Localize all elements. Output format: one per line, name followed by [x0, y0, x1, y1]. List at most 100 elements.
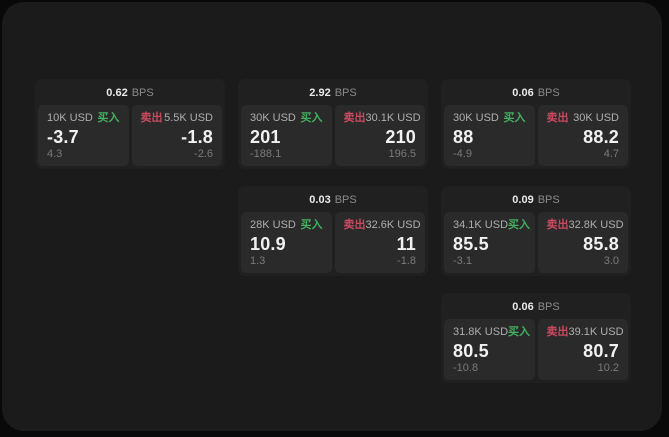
buy-delta: 1.3: [250, 255, 266, 267]
sell-header-row: 卖出 39.1K USD: [546, 326, 624, 338]
bps-unit-label: BPS: [131, 87, 154, 99]
buy-delta: -3.1: [453, 255, 472, 267]
buy-amount: 10K USD: [47, 112, 93, 124]
sell-amount: 5.5K USD: [164, 112, 213, 124]
quote-body: 30K USD 买入 201 -188.1 卖出 30.1K USD 210 1…: [241, 105, 425, 166]
buy-side-label: 买入: [300, 112, 323, 124]
buy-price: 85.5: [453, 234, 489, 254]
sell-delta: -2.6: [194, 148, 213, 160]
quotes-grid: 0.62 BPS 10K USD 买入 -3.7 4.3 卖出 5.5K USD: [35, 79, 631, 383]
quote-body: 34.1K USD 买入 85.5 -3.1 卖出 32.8K USD 85.8…: [444, 212, 628, 273]
buy-price: 88: [453, 127, 474, 147]
sell-delta: 3.0: [603, 255, 619, 267]
buy-amount: 30K USD: [453, 112, 499, 124]
buy-amount: 31.8K USD: [453, 326, 509, 338]
quote-card: 0.03 BPS 28K USD 买入 10.9 1.3 卖出 32.6K US…: [238, 186, 428, 276]
sell-quote-panel[interactable]: 卖出 30K USD 88.2 4.7: [537, 105, 628, 166]
sell-delta: 4.7: [603, 148, 619, 160]
buy-header-row: 30K USD 买入: [250, 112, 323, 124]
bps-unit-label: BPS: [537, 87, 560, 99]
bps-unit-label: BPS: [334, 87, 357, 99]
sell-header-row: 卖出 32.6K USD: [343, 219, 421, 231]
sell-price: 210: [385, 127, 416, 147]
buy-delta: -10.8: [453, 362, 479, 374]
sell-header-row: 卖出 30.1K USD: [343, 112, 421, 124]
spread-value: 0.03: [309, 194, 331, 206]
spread-header: 0.09 BPS: [444, 189, 628, 212]
buy-side-label: 买入: [508, 326, 531, 338]
buy-quote-panel[interactable]: 31.8K USD 买入 80.5 -10.8: [444, 319, 535, 380]
spread-header: 2.92 BPS: [241, 82, 425, 105]
quote-body: 28K USD 买入 10.9 1.3 卖出 32.6K USD 11 -1.8: [241, 212, 425, 273]
spread-value: 2.92: [309, 87, 331, 99]
sell-price: -1.8: [181, 127, 213, 147]
buy-delta: -4.9: [453, 148, 472, 160]
buy-delta: -188.1: [250, 148, 282, 160]
sell-header-row: 卖出 32.8K USD: [546, 219, 624, 231]
buy-quote-panel[interactable]: 34.1K USD 买入 85.5 -3.1: [444, 212, 535, 273]
sell-quote-panel[interactable]: 卖出 30.1K USD 210 196.5: [334, 105, 425, 166]
spread-header: 0.62 BPS: [38, 82, 222, 105]
quote-card: 0.06 BPS 31.8K USD 买入 80.5 -10.8 卖出 39.1…: [441, 293, 631, 383]
sell-side-label: 卖出: [343, 112, 366, 124]
buy-side-label: 买入: [503, 112, 526, 124]
sell-quote-panel[interactable]: 卖出 32.8K USD 85.8 3.0: [537, 212, 628, 273]
buy-side-label: 买入: [300, 219, 323, 231]
sell-amount: 32.6K USD: [365, 219, 421, 231]
sell-delta: 10.2: [597, 362, 619, 374]
sell-side-label: 卖出: [546, 326, 569, 338]
buy-price: 80.5: [453, 341, 489, 361]
spread-header: 0.06 BPS: [444, 82, 628, 105]
sell-price: 88.2: [583, 127, 619, 147]
quote-body: 31.8K USD 买入 80.5 -10.8 卖出 39.1K USD 80.…: [444, 319, 628, 380]
buy-side-label: 买入: [97, 112, 120, 124]
buy-delta: 4.3: [47, 148, 63, 160]
buy-header-row: 31.8K USD 买入: [453, 326, 530, 338]
bps-unit-label: BPS: [537, 301, 560, 313]
sell-side-label: 卖出: [546, 112, 569, 124]
quote-card: 0.62 BPS 10K USD 买入 -3.7 4.3 卖出 5.5K USD: [35, 79, 225, 169]
buy-header-row: 30K USD 买入: [453, 112, 526, 124]
quote-card: 0.09 BPS 34.1K USD 买入 85.5 -3.1 卖出 32.8K…: [441, 186, 631, 276]
buy-header-row: 34.1K USD 买入: [453, 219, 530, 231]
bps-unit-label: BPS: [537, 194, 560, 206]
sell-side-label: 卖出: [343, 219, 366, 231]
sell-amount: 39.1K USD: [568, 326, 624, 338]
sell-header-row: 卖出 30K USD: [547, 112, 620, 124]
buy-quote-panel[interactable]: 30K USD 买入 88 -4.9: [444, 105, 535, 166]
bps-unit-label: BPS: [334, 194, 357, 206]
sell-price: 80.7: [583, 341, 619, 361]
spread-value: 0.09: [512, 194, 534, 206]
buy-header-row: 10K USD 买入: [47, 112, 120, 124]
sell-quote-panel[interactable]: 卖出 39.1K USD 80.7 10.2: [537, 319, 628, 380]
buy-amount: 28K USD: [250, 219, 296, 231]
buy-price: 10.9: [250, 234, 286, 254]
quote-body: 30K USD 买入 88 -4.9 卖出 30K USD 88.2 4.7: [444, 105, 628, 166]
quotes-panel: 0.62 BPS 10K USD 买入 -3.7 4.3 卖出 5.5K USD: [2, 2, 662, 431]
buy-amount: 30K USD: [250, 112, 296, 124]
buy-quote-panel[interactable]: 28K USD 买入 10.9 1.3: [241, 212, 332, 273]
sell-quote-panel[interactable]: 卖出 5.5K USD -1.8 -2.6: [131, 105, 222, 166]
buy-header-row: 28K USD 买入: [250, 219, 323, 231]
spread-header: 0.06 BPS: [444, 296, 628, 319]
sell-header-row: 卖出 5.5K USD: [141, 112, 214, 124]
sell-quote-panel[interactable]: 卖出 32.6K USD 11 -1.8: [334, 212, 425, 273]
quote-card: 0.06 BPS 30K USD 买入 88 -4.9 卖出 30K USD: [441, 79, 631, 169]
spread-value: 0.06: [512, 87, 534, 99]
quote-card: 2.92 BPS 30K USD 买入 201 -188.1 卖出 30.1K …: [238, 79, 428, 169]
sell-price: 85.8: [583, 234, 619, 254]
buy-side-label: 买入: [508, 219, 531, 231]
sell-side-label: 卖出: [546, 219, 569, 231]
buy-amount: 34.1K USD: [453, 219, 509, 231]
sell-amount: 30K USD: [573, 112, 619, 124]
spread-value: 0.62: [106, 87, 128, 99]
sell-amount: 32.8K USD: [568, 219, 624, 231]
sell-price: 11: [396, 234, 416, 254]
quote-body: 10K USD 买入 -3.7 4.3 卖出 5.5K USD -1.8 -2.…: [38, 105, 222, 166]
buy-price: -3.7: [47, 127, 79, 147]
sell-amount: 30.1K USD: [365, 112, 421, 124]
spread-value: 0.06: [512, 301, 534, 313]
buy-quote-panel[interactable]: 10K USD 买入 -3.7 4.3: [38, 105, 129, 166]
buy-quote-panel[interactable]: 30K USD 买入 201 -188.1: [241, 105, 332, 166]
spread-header: 0.03 BPS: [241, 189, 425, 212]
